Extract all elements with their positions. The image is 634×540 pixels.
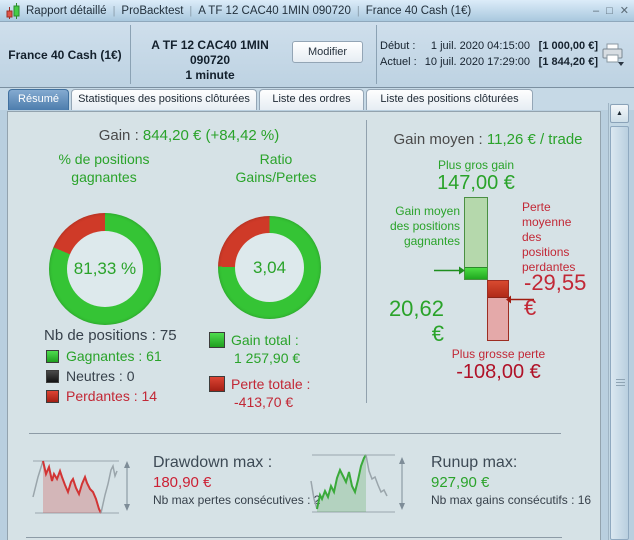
summary-panel: Gain : 844,20 € (+84,42 %) % de position… <box>7 111 601 540</box>
close-icon[interactable]: ✕ <box>619 4 629 17</box>
win-pct-header: % de positions gagnantes <box>58 151 150 185</box>
printer-icon[interactable] <box>601 43 625 67</box>
scrollbar-grip-icon <box>616 379 625 388</box>
avg-gain-value: 11,26 € / trade <box>486 131 583 148</box>
runup-label: Runup max: <box>431 454 518 471</box>
current-capital: [1 844,20 €] <box>538 56 598 68</box>
perte-totale-label: Perte totale : <box>231 376 311 392</box>
biggest-gain-label: Plus gros gain <box>437 158 515 172</box>
loss-bar-avg-segment <box>488 281 508 298</box>
avg-loss-label: Perte moyenne des positions perdantes <box>522 200 576 274</box>
header-divider <box>376 25 377 84</box>
drawdown-consecutive: Nb max pertes consécutives : 2 <box>153 493 321 507</box>
title-bar: Rapport détaillé | ProBacktest | A TF 12… <box>0 0 634 22</box>
window-title-instrument: France 40 Cash (1€) <box>365 4 472 17</box>
system-name: A TF 12 CAC40 1MIN 090720 <box>151 38 269 67</box>
drawdown-value: 180,90 € <box>153 474 212 491</box>
avg-win-value: 20,62 € <box>388 296 444 346</box>
start-row: Début : 1 juil. 2020 04:15:00 [1 000,00 … <box>380 38 598 54</box>
current-row: Actuel : 10 juil. 2020 17:29:00 [1 844,2… <box>380 54 598 70</box>
scroll-up-button[interactable]: ▲ <box>610 104 629 123</box>
gain-headline: Gain : 844,20 € (+84,42 %) <box>8 127 370 144</box>
system-name-block: A TF 12 CAC40 1MIN 090720 1 minute <box>134 38 286 83</box>
avg-gain-label: Gain moyen : <box>393 131 483 148</box>
runup-sparkline <box>309 449 416 524</box>
title-separator: | <box>356 4 360 17</box>
gain-bar-avg-segment <box>465 267 487 279</box>
runup-value: 927,90 € <box>431 474 490 491</box>
modify-button[interactable]: Modifier <box>292 41 363 63</box>
dark-square-icon <box>46 369 59 383</box>
nb-positions: Nb de positions : 75 <box>44 327 177 344</box>
start-date: 1 juil. 2020 04:15:00 <box>430 40 530 52</box>
tab-statistiques-positions[interactable]: Statistiques des positions clôturées <box>71 89 257 110</box>
candlestick-icon <box>4 2 22 20</box>
biggest-loss-label: Plus grosse perte <box>451 347 546 361</box>
current-label: Actuel : <box>380 56 417 68</box>
biggest-loss-value: -108,00 € <box>456 361 541 383</box>
gain-label: Gain : <box>98 127 139 144</box>
right-arrow-icon <box>434 263 466 281</box>
gain-value: 844,20 € (+84,42 %) <box>142 127 280 144</box>
drawdown-label: Drawdown max : <box>153 454 273 471</box>
win-pct-donut-chart: 81,33 % <box>49 213 161 325</box>
section-divider <box>29 433 561 434</box>
ratio-donut-center: 3,04 <box>235 233 304 302</box>
runup-consecutive: Nb max gains consécutifs : 16 <box>431 493 592 507</box>
timeframe-label: 1 minute <box>185 68 235 82</box>
red-square-icon <box>46 389 59 403</box>
gain-total-label: Gain total : <box>231 332 299 348</box>
tab-liste-positions[interactable]: Liste des positions clôturées <box>366 89 533 110</box>
ratio-header: Ratio Gains/Pertes <box>235 151 317 185</box>
legend-item-neutres: Neutres : 0 <box>46 368 134 384</box>
content-area: Gain : 844,20 € (+84,42 %) % de position… <box>0 110 634 540</box>
biggest-gain-value: 147,00 € <box>437 172 515 194</box>
title-separator: | <box>189 4 193 17</box>
scrollbar-thumb[interactable] <box>610 126 629 540</box>
tab-bar: Résumé Statistiques des positions clôtur… <box>0 88 634 110</box>
legend-item-gagnantes: Gagnantes : 61 <box>46 348 162 364</box>
window-title-system: A TF 12 CAC40 1MIN 090720 <box>198 4 351 17</box>
legend-label-perdantes: Perdantes : 14 <box>66 388 158 404</box>
gain-total-value: 1 257,90 € <box>234 350 301 366</box>
start-capital: [1 000,00 €] <box>538 40 598 52</box>
start-label: Début : <box>380 40 416 52</box>
win-pct-donut-center: 81,33 % <box>67 231 143 307</box>
window-title-app: ProBacktest <box>121 4 184 17</box>
tab-resume[interactable]: Résumé <box>8 89 69 110</box>
report-header: France 40 Cash (1€) A TF 12 CAC40 1MIN 0… <box>0 22 634 88</box>
avg-gain-headline: Gain moyen : 11,26 € / trade <box>374 131 602 148</box>
green-square-icon <box>209 332 225 348</box>
instrument-label: France 40 Cash (1€) <box>8 47 122 62</box>
ratio-donut-chart: 3,04 <box>218 216 321 319</box>
avg-loss-value: -29,55 € <box>524 270 587 320</box>
avg-win-label: Gain moyen des positions gagnantes <box>389 204 460 248</box>
red-square-icon <box>209 376 225 392</box>
maximize-icon[interactable]: □ <box>606 4 613 17</box>
gain-bar <box>464 197 488 280</box>
column-divider <box>366 120 367 403</box>
legend-item-perdantes: Perdantes : 14 <box>46 388 157 404</box>
legend-label-gagnantes: Gagnantes : 61 <box>66 348 162 364</box>
tab-liste-ordres[interactable]: Liste des ordres <box>259 89 364 110</box>
perte-totale-value: -413,70 € <box>234 394 294 410</box>
window-controls: – □ ✕ <box>593 0 629 22</box>
drawdown-sparkline <box>31 453 138 524</box>
current-date: 10 juil. 2020 17:29:00 <box>424 56 530 68</box>
section-divider <box>26 537 562 538</box>
window-title-report: Rapport détaillé <box>26 4 107 17</box>
vertical-scrollbar[interactable]: ▲ <box>608 103 629 540</box>
green-square-icon <box>46 349 59 363</box>
left-arrow-icon <box>506 292 536 310</box>
header-divider <box>130 25 131 84</box>
minimize-icon[interactable]: – <box>593 4 600 17</box>
date-range-block: Début : 1 juil. 2020 04:15:00 [1 000,00 … <box>380 38 598 70</box>
title-separator: | <box>112 4 116 17</box>
loss-bar <box>487 280 509 341</box>
legend-label-neutres: Neutres : 0 <box>66 368 135 384</box>
